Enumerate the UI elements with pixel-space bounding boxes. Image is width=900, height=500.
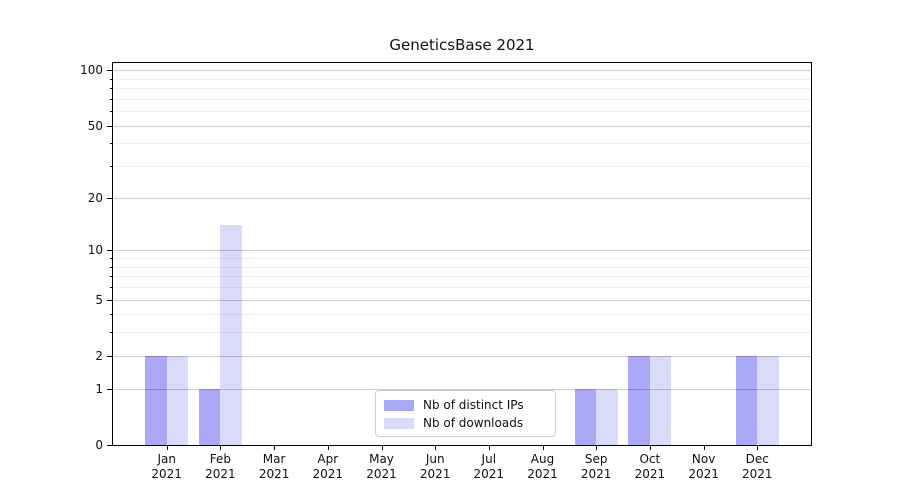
y-tick-label: 5	[95, 292, 103, 307]
y-tick-label: 0	[95, 438, 103, 452]
y-tick-mark-minor	[110, 314, 113, 316]
x-tick-mark	[435, 445, 437, 450]
legend-swatch	[384, 417, 414, 429]
gridline-minor	[113, 166, 811, 168]
y-tick-mark	[107, 70, 113, 72]
legend-item: Nb of distinct IPs	[384, 397, 547, 413]
legend-item: Nb of downloads	[384, 415, 547, 431]
x-tick-label-jan: Jan 2021	[151, 452, 182, 481]
gridline-minor	[113, 258, 811, 259]
bar-downloads-sep	[596, 388, 618, 445]
x-tick-label-dec: Dec 2021	[742, 452, 773, 481]
x-tick-mark	[542, 445, 544, 450]
y-tick-label: 50	[87, 118, 103, 133]
x-tick-mark	[488, 445, 490, 450]
gridline-major	[113, 388, 811, 390]
gridline-minor	[113, 266, 811, 268]
gridline-major	[113, 70, 811, 72]
y-tick-mark-minor	[110, 166, 113, 168]
y-tick-mark	[107, 445, 113, 446]
y-tick-label: 10	[87, 243, 103, 258]
gridline-minor	[113, 314, 811, 316]
bar-distinct-ips-jan	[145, 355, 167, 445]
gridline-minor	[113, 276, 811, 278]
gridline-minor	[113, 111, 811, 113]
y-tick-label: 2	[95, 348, 103, 363]
bar-distinct-ips-dec	[735, 355, 758, 445]
x-tick-label-oct: Oct 2021	[634, 452, 666, 481]
legend: Nb of distinct IPs Nb of downloads	[375, 390, 556, 437]
x-tick-label-jul: Jul 2021	[473, 452, 505, 481]
bar-downloads-feb	[220, 225, 242, 445]
x-tick-mark	[220, 445, 222, 450]
x-tick-label-may: May 2021	[366, 452, 397, 481]
x-tick-label-mar: Mar 2021	[258, 452, 290, 481]
gridline-major	[113, 125, 811, 127]
gridline-major	[113, 250, 811, 252]
y-tick-mark-minor	[110, 111, 113, 113]
x-tick-mark	[381, 445, 383, 450]
y-tick-mark	[107, 197, 113, 199]
x-tick-label-jun: Jun 2021	[419, 452, 451, 481]
y-tick-mark	[107, 388, 113, 390]
x-tick-mark	[703, 445, 705, 450]
plot-area	[112, 62, 812, 446]
gridline-minor	[113, 78, 811, 80]
y-tick-mark	[107, 250, 113, 252]
x-tick-mark	[649, 445, 651, 450]
gridline-minor	[113, 88, 811, 90]
legend-label: Nb of distinct IPs	[423, 398, 524, 412]
gridline-minor	[113, 98, 811, 100]
x-tick-label-feb: Feb 2021	[205, 452, 236, 481]
gridline-minor	[113, 143, 811, 145]
y-tick-mark-minor	[110, 287, 113, 288]
bar-downloads-jan	[166, 355, 189, 445]
y-tick-label: 100	[80, 63, 103, 78]
bar-downloads-oct	[649, 355, 672, 445]
bar-downloads-dec	[757, 355, 779, 445]
y-tick-mark-minor	[110, 276, 113, 278]
legend-label: Nb of downloads	[423, 416, 524, 430]
y-tick-mark-minor	[110, 78, 113, 80]
y-tick-mark	[107, 355, 113, 357]
x-tick-label-apr: Apr 2021	[312, 452, 344, 481]
bar-distinct-ips-oct	[628, 355, 650, 445]
bar-distinct-ips-sep	[574, 388, 597, 445]
x-tick-label-nov: Nov 2021	[688, 452, 719, 481]
legend-swatch	[384, 399, 414, 411]
bar-distinct-ips-feb	[198, 388, 221, 445]
gridline-minor	[113, 332, 811, 334]
x-tick-mark	[274, 445, 276, 450]
x-tick-mark	[757, 445, 759, 450]
y-tick-mark-minor	[110, 332, 113, 334]
gridline-major	[113, 355, 811, 357]
y-tick-mark-minor	[110, 143, 113, 145]
y-tick-label: 1	[95, 381, 103, 396]
x-tick-label-sep: Sep 2021	[580, 452, 612, 481]
x-tick-label-aug: Aug 2021	[527, 452, 558, 481]
x-tick-mark	[166, 445, 168, 450]
gridline-major	[113, 299, 811, 301]
x-tick-mark	[596, 445, 598, 450]
gridline-major	[113, 197, 811, 199]
y-tick-mark-minor	[110, 88, 113, 90]
y-tick-mark-minor	[110, 266, 113, 268]
x-tick-mark	[327, 445, 329, 450]
y-tick-mark-minor	[110, 98, 113, 100]
y-tick-mark	[107, 125, 113, 127]
y-tick-label: 20	[87, 190, 103, 205]
y-tick-mark	[107, 299, 113, 301]
chart-title: GeneticsBase 2021	[389, 36, 535, 54]
gridline-minor	[113, 287, 811, 288]
y-tick-mark-minor	[110, 258, 113, 259]
